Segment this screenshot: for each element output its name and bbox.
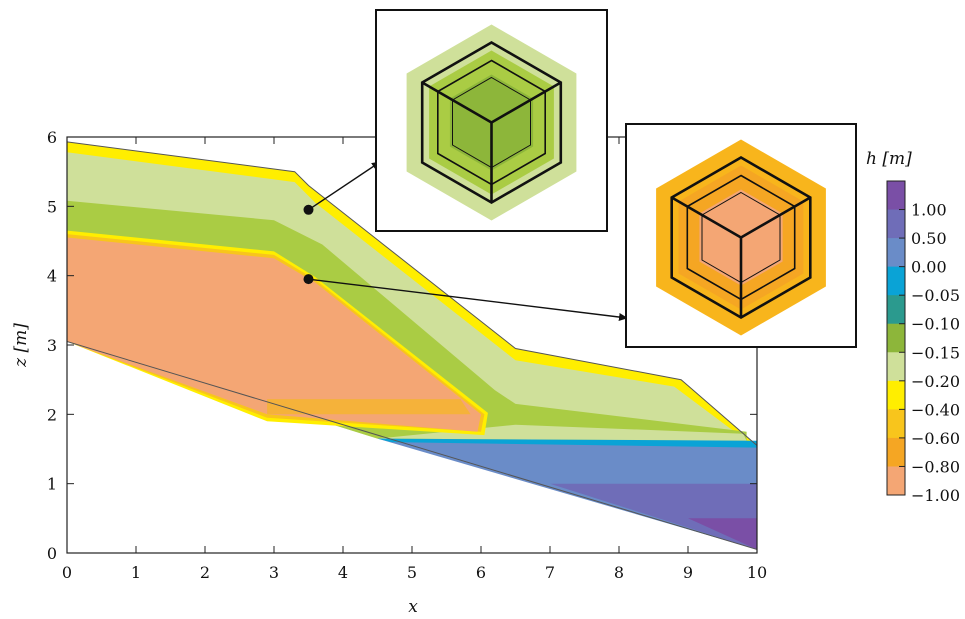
- colorbar-swatch: [887, 209, 905, 239]
- colorbar-swatch: [887, 295, 905, 325]
- colorbar-label: −0.80: [911, 457, 960, 476]
- y-tick-label: 6: [47, 128, 57, 147]
- band-fringe: [377, 424, 747, 441]
- x-tick-label: 7: [545, 563, 555, 582]
- sample-pointers: [303, 161, 628, 322]
- x-tick-label: 1: [131, 563, 141, 582]
- colorbar-label: −0.60: [911, 429, 960, 448]
- x-ticks: 0 1 2 3 4 5 6 7 8 9 10: [62, 137, 767, 582]
- y-tick-label: 1: [47, 475, 57, 494]
- insets: [375, 9, 857, 348]
- colorbar-label: 0.00: [911, 258, 947, 277]
- plot-area: 0 1 2 3 4 5 6 7 8 9 10 0 1 2 3 4 5 6 x z [m]: [11, 128, 767, 617]
- region-strip: [377, 438, 757, 448]
- band-saturated-deep: [688, 518, 757, 550]
- colorbar-swatch: [887, 238, 905, 268]
- cube-edge: [701, 214, 742, 238]
- colorbar-swatch: [887, 181, 905, 211]
- x-tick-label: 5: [407, 563, 417, 582]
- x-tick-label: 9: [683, 563, 693, 582]
- arrow-upper: [308, 161, 381, 211]
- x-tick-label: 10: [747, 563, 767, 582]
- band-saturated-mid: [550, 483, 757, 550]
- cube-edge: [491, 99, 531, 123]
- colorbar-title: h [m]: [866, 149, 912, 169]
- colorbar-swatches: 1.00 0.50 0.00 −0.05 −0.10 −0.15 −0.20 −0.40 −0.…: [886, 180, 960, 505]
- colorbar-swatch: [887, 323, 905, 353]
- y-tick-label: 5: [47, 197, 57, 216]
- colorbar-swatch: [887, 380, 905, 410]
- y-axis-title: z [m]: [11, 323, 31, 368]
- colorbar-label: 1.00: [911, 201, 947, 220]
- colorbar: h [m] 1.00 0.50 0.00 −0.05 −0.10 −0.15 −0.20 −0…: [866, 149, 960, 505]
- x-tick-label: 4: [338, 563, 348, 582]
- x-tick-label: 0: [62, 563, 72, 582]
- colorbar-swatch: [887, 266, 905, 296]
- region-dry-core: [67, 237, 481, 432]
- y-tick-label: 3: [47, 336, 57, 355]
- sample-point: [303, 274, 314, 285]
- colorbar-label: −0.20: [911, 372, 960, 391]
- x-tick-label: 2: [200, 563, 210, 582]
- colorbar-frame: [886, 180, 906, 496]
- sample-point: [303, 204, 314, 215]
- band-orange: [267, 399, 471, 415]
- arrow-lower: [308, 278, 628, 322]
- colorbar-swatch: [887, 466, 905, 496]
- x-axis-title: x: [408, 597, 418, 617]
- colorbar-label: −0.05: [911, 286, 960, 305]
- y-tick-label: 4: [47, 267, 57, 286]
- domain-outline: [66, 141, 758, 551]
- x-tick-label: 8: [614, 563, 624, 582]
- cube-edge: [740, 214, 781, 238]
- contour-fill: [66, 141, 758, 551]
- x-tick-label: 6: [476, 563, 486, 582]
- y-tick-label: 0: [47, 544, 57, 563]
- cube-edge: [452, 99, 492, 123]
- colorbar-label: −0.15: [911, 343, 960, 362]
- colorbar-swatch: [887, 352, 905, 382]
- colorbar-swatch: [887, 437, 905, 467]
- region-saturated: [377, 438, 757, 550]
- inset-upper: [375, 9, 608, 232]
- colorbar-label: −0.40: [911, 400, 960, 419]
- colorbar-label: −0.10: [911, 315, 960, 334]
- colorbar-swatch: [887, 409, 905, 439]
- inset-lower: [625, 123, 857, 348]
- x-tick-label: 3: [269, 563, 279, 582]
- colorbar-label: 0.50: [911, 229, 947, 248]
- colorbar-label: −1.00: [911, 486, 960, 505]
- y-tick-label: 2: [47, 405, 57, 424]
